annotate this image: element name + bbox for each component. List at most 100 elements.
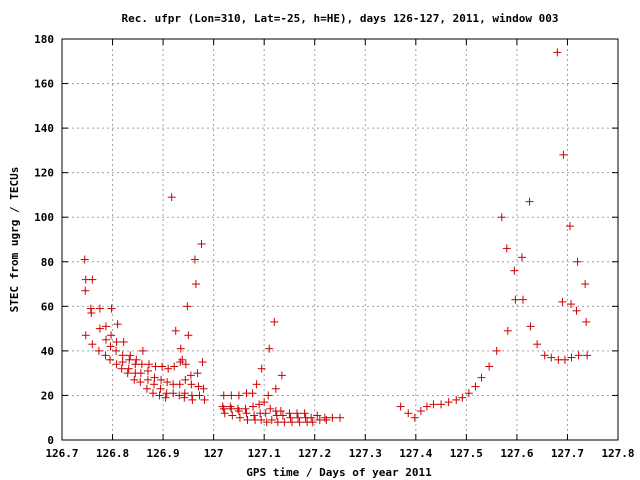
chart-title: Rec. ufpr (Lon=310, Lat=-25, h=HE), days…	[121, 12, 558, 25]
data-point	[138, 346, 147, 355]
data-point	[123, 369, 132, 378]
x-tick-label: 126.8	[96, 447, 129, 460]
data-point	[511, 295, 520, 304]
data-point	[107, 331, 116, 340]
data-point	[249, 402, 258, 411]
data-point	[277, 371, 286, 380]
data-point	[150, 373, 159, 382]
data-point	[143, 366, 152, 375]
data-point	[226, 402, 235, 411]
x-tick-label: 127.6	[500, 447, 533, 460]
data-points	[80, 48, 592, 427]
data-point	[336, 413, 344, 422]
data-point	[271, 384, 280, 393]
data-point	[257, 415, 266, 424]
data-point	[175, 391, 184, 400]
data-point	[187, 380, 196, 389]
data-point	[184, 331, 193, 340]
data-point	[149, 380, 158, 389]
data-point	[219, 391, 228, 400]
y-axis-label: STEC from ugrg / TECUs	[8, 167, 21, 313]
y-axis: 0 20 40 60 80 100 120 140 160 180	[34, 33, 618, 447]
y-tick-label: 0	[47, 434, 54, 447]
data-point	[101, 351, 110, 360]
data-point	[293, 409, 302, 418]
x-tick-label: 126.9	[147, 447, 180, 460]
data-point	[158, 362, 167, 371]
data-point	[320, 413, 329, 422]
data-point	[437, 400, 446, 409]
data-point	[286, 413, 295, 422]
data-point	[265, 344, 274, 353]
data-point	[107, 304, 116, 313]
data-point	[308, 418, 317, 427]
data-point	[525, 197, 534, 206]
data-point	[112, 337, 121, 346]
data-point	[219, 404, 228, 413]
data-point	[285, 409, 294, 418]
data-point	[176, 344, 185, 353]
data-point	[503, 326, 512, 335]
data-point	[170, 362, 179, 371]
data-point	[112, 346, 121, 355]
y-tick-label: 180	[34, 33, 54, 46]
data-point	[526, 322, 535, 331]
x-tick-label: 127.1	[248, 447, 281, 460]
x-tick-label: 127.2	[298, 447, 331, 460]
data-point	[322, 415, 331, 424]
data-point	[234, 407, 243, 416]
data-point	[155, 391, 164, 400]
data-point	[583, 351, 592, 360]
data-point	[148, 389, 157, 398]
data-point	[193, 369, 202, 378]
data-point	[87, 309, 96, 318]
data-point	[267, 415, 276, 424]
data-point	[416, 407, 425, 416]
data-point	[86, 304, 95, 313]
data-point	[190, 255, 199, 264]
data-point	[136, 378, 145, 387]
data-point	[183, 302, 192, 311]
data-point	[492, 346, 501, 355]
data-point	[300, 409, 309, 418]
data-point	[119, 337, 128, 346]
data-point	[477, 373, 486, 382]
data-point	[566, 300, 575, 309]
data-point	[540, 351, 549, 360]
data-point	[88, 340, 97, 349]
data-point	[422, 402, 431, 411]
data-point	[142, 384, 151, 393]
data-point	[218, 402, 227, 411]
data-point	[144, 360, 153, 369]
data-point	[81, 286, 90, 295]
data-point	[485, 362, 494, 371]
data-point	[497, 213, 506, 222]
x-tick-label: 126.7	[45, 447, 78, 460]
data-point	[132, 355, 141, 364]
data-point	[191, 280, 200, 289]
data-point	[227, 391, 236, 400]
data-point	[161, 393, 170, 402]
data-point	[156, 384, 165, 393]
data-point	[553, 48, 562, 57]
data-point	[194, 382, 203, 391]
data-point	[410, 413, 419, 422]
data-point	[176, 358, 185, 367]
x-axis: 126.7 126.8 126.9 127 127.1 127.2 127.3 127.4 12…	[45, 39, 635, 460]
data-point	[565, 222, 574, 231]
data-point	[574, 351, 583, 360]
data-point	[157, 375, 166, 384]
y-tick-label: 80	[41, 256, 54, 269]
y-tick-label: 100	[34, 211, 54, 224]
data-point	[270, 317, 279, 326]
data-point	[106, 342, 115, 351]
data-point	[95, 324, 104, 333]
data-point	[187, 391, 196, 400]
data-point	[163, 378, 172, 387]
y-tick-label: 140	[34, 122, 54, 135]
data-point	[136, 369, 145, 378]
data-point	[235, 413, 244, 422]
data-point	[252, 380, 261, 389]
x-axis-label: GPS time / Days of year 2011	[246, 466, 432, 479]
x-tick-label: 127.7	[551, 447, 584, 460]
